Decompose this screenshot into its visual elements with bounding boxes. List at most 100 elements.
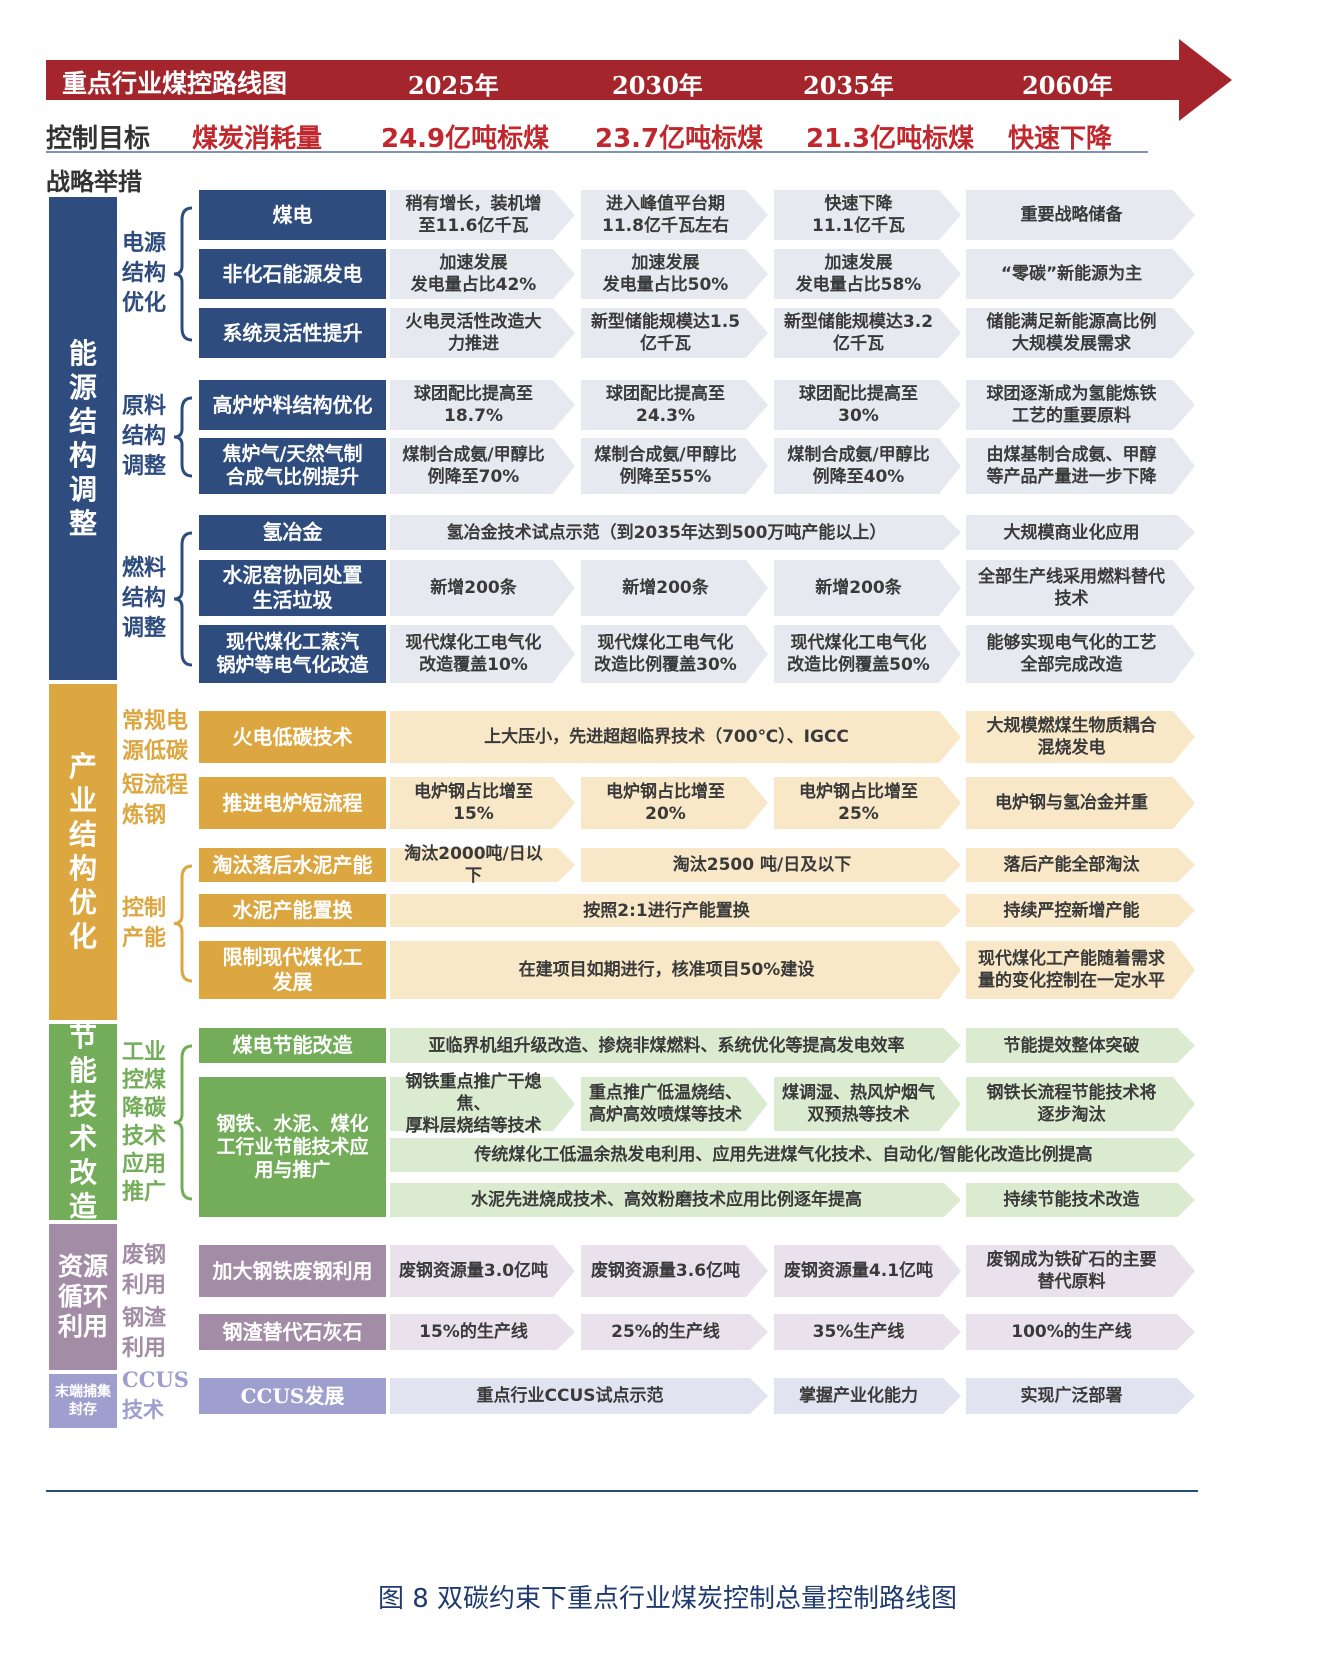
cell-text: 加速发展 发电量占比58% — [795, 253, 922, 295]
cell-chevron — [581, 249, 768, 299]
category-industry: 产业结构优化 — [49, 684, 117, 1020]
cell-text: 废钢资源量4.1亿吨 — [783, 1261, 934, 1281]
subcategory-brace — [173, 1044, 193, 1201]
cell-chevron — [390, 190, 575, 240]
cell-text: 现代煤化工电气化 改造比例覆盖50% — [787, 633, 930, 675]
cell-chevron — [581, 560, 768, 616]
cell-chevron — [390, 711, 961, 763]
cell-chevron — [774, 438, 961, 494]
row-label: 煤电节能改造 — [199, 1028, 386, 1063]
cell-text: 电炉钢占比增至 20% — [606, 782, 725, 824]
subcategory-label: 原料 结构 调整 — [122, 394, 167, 479]
cell-chevron — [390, 1378, 768, 1414]
row-label: 钢铁、水泥、煤化 工行业节能技术应 用与推广 — [199, 1077, 386, 1217]
cell-chevron — [581, 380, 768, 430]
target-2030: 23.7亿吨标煤 — [595, 124, 764, 154]
cell-chevron — [966, 380, 1195, 430]
figure-caption: 图 8 双碳约束下重点行业煤炭控制总量控制路线图 — [377, 1584, 958, 1614]
cell-chevron — [966, 515, 1195, 550]
cell-text: 加速发展 发电量占比50% — [602, 253, 729, 295]
control-target-label: 控制目标 — [46, 124, 151, 154]
cell-text: 在建项目如期进行，核准项目50%建设 — [518, 960, 815, 980]
cell-text: 煤制合成氨/甲醇比 例降至70% — [402, 445, 545, 487]
cell-text: 重点行业CCUS试点示范 — [476, 1386, 664, 1406]
cell-chevron — [581, 308, 768, 358]
cell-chevron — [774, 1077, 961, 1131]
row-label: 系统灵活性提升 — [199, 308, 386, 358]
cell-chevron — [390, 438, 575, 494]
subcategory-label: 工业 控煤 降碳 技术 应用 推广 — [122, 1039, 167, 1205]
cell-chevron — [774, 249, 961, 299]
cell-text: 按照2:1进行产能置换 — [583, 900, 750, 921]
cell-text: 氢冶金技术试点示范（到2035年达到500万吨产能以上） — [446, 522, 887, 543]
year-2025: 2025年 — [408, 71, 499, 100]
cell-chevron — [774, 1245, 961, 1297]
category-recycle: 资源 循环 利用 — [49, 1224, 117, 1370]
row-label: 水泥窑协同处置 生活垃圾 — [199, 560, 386, 616]
cell-chevron — [966, 308, 1195, 358]
cell-text: 加速发展 发电量占比42% — [410, 253, 537, 295]
cell-chevron — [966, 1314, 1195, 1350]
cell-chevron — [390, 941, 961, 999]
cell-text: 钢铁长流程节能技术将 逐步淘汰 — [986, 1083, 1157, 1125]
row-label: CCUS发展 — [199, 1378, 386, 1414]
year-2060: 2060年 — [1022, 71, 1113, 100]
cell-chevron — [774, 625, 961, 683]
cell-text: 电炉钢与氢冶金并重 — [995, 793, 1148, 813]
cell-text: 新型储能规模达1.5 亿千瓦 — [590, 312, 741, 354]
cell-chevron — [966, 1183, 1195, 1217]
row-label: 焦炉气/天然气制 合成气比例提升 — [199, 438, 386, 494]
row-label: 非化石能源发电 — [199, 249, 386, 299]
cell-text: 100%的生产线 — [1011, 1322, 1132, 1342]
target-2035: 21.3亿吨标煤 — [806, 124, 975, 154]
subcategory-brace — [173, 531, 193, 667]
subcategory-label: 常规电 源低碳 — [122, 709, 189, 764]
row-label: 氢冶金 — [199, 515, 386, 550]
cell-text: 落后产能全部淘汰 — [1003, 855, 1140, 875]
cell-text: 煤制合成氨/甲醇比 例降至40% — [787, 445, 930, 487]
cell-chevron — [774, 777, 961, 829]
cell-text: 废钢资源量3.0亿吨 — [398, 1261, 549, 1281]
row-label: 加大钢铁废钢利用 — [199, 1245, 386, 1297]
cell-text: 球团逐渐成为氢能炼铁 工艺的重要原料 — [986, 384, 1157, 426]
cell-text: 现代煤化工电气化 改造比例覆盖30% — [594, 633, 737, 675]
target-2025: 24.9亿吨标煤 — [381, 124, 550, 154]
cell-chevron — [966, 625, 1195, 683]
cell-text: 新增200条 — [430, 578, 517, 598]
target-2060: 快速下降 — [1008, 124, 1113, 154]
cell-chevron — [966, 1077, 1195, 1131]
cell-text: 现代煤化工电气化 改造覆盖10% — [405, 633, 542, 675]
cell-text: 淘汰2000吨/日以下 — [404, 844, 543, 886]
subcategory-brace — [173, 206, 193, 342]
cell-text: 钢铁重点推广干熄焦、 厚料层烧结等技术 — [405, 1072, 542, 1136]
year-2035: 2035年 — [803, 71, 894, 100]
cell-text: 废钢成为铁矿石的主要 替代原料 — [986, 1250, 1157, 1292]
cell-chevron — [390, 894, 961, 927]
cell-text: 全部生产线采用燃料替代 技术 — [978, 567, 1165, 609]
measures-label: 战略举措 — [46, 168, 142, 196]
cell-text: 由煤基制合成氨、甲醇 等产品产量进一步下降 — [986, 445, 1157, 487]
category-energy: 能源结构调整 — [49, 197, 117, 680]
row-label: 现代煤化工蒸汽 锅炉等电气化改造 — [199, 625, 386, 683]
cell-chevron — [581, 1245, 768, 1297]
cell-chevron — [581, 1077, 768, 1131]
subcategory-label: CCUS 技术 — [122, 1367, 189, 1422]
cell-text: 进入峰值平台期 11.8亿千瓦左右 — [602, 194, 729, 236]
cell-text: 电炉钢占比增至 25% — [799, 782, 918, 824]
cell-chevron — [390, 1077, 575, 1131]
cell-chevron — [966, 560, 1195, 616]
category-ccus: 末端捕集 封存 — [49, 1374, 117, 1428]
cell-chevron — [774, 560, 961, 616]
cell-chevron — [966, 438, 1195, 494]
cell-chevron — [966, 1028, 1195, 1063]
subcategory-brace — [173, 864, 193, 983]
subcategory-label: 废钢 利用 — [122, 1242, 167, 1298]
cell-chevron — [390, 625, 575, 683]
cell-chevron — [581, 625, 768, 683]
subcategory-label: 短流程 炼钢 — [122, 773, 189, 828]
cell-chevron — [390, 1138, 1195, 1172]
cell-text: 实现广泛部署 — [1020, 1386, 1123, 1406]
